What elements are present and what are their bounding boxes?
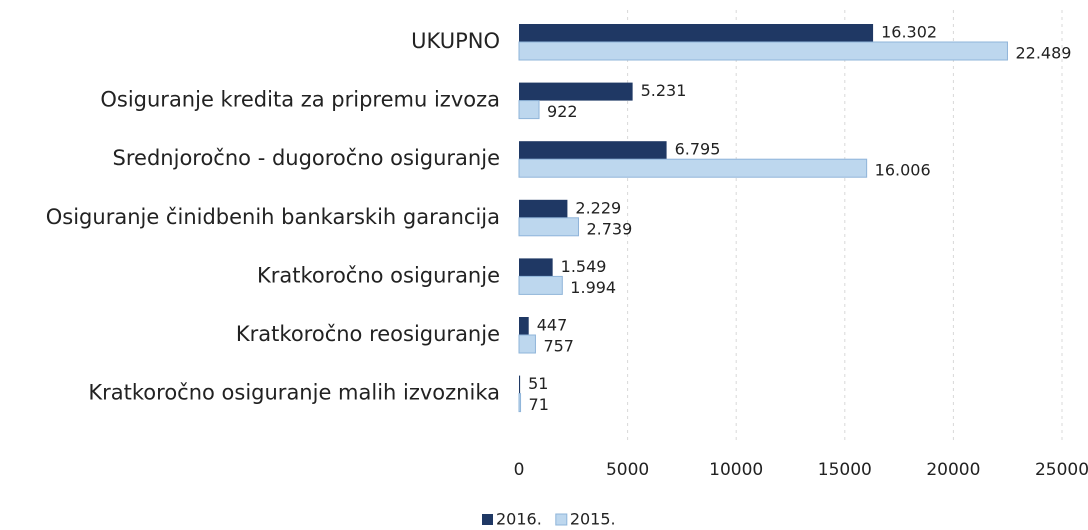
bar: [518, 275, 563, 295]
category-label: UKUPNO: [411, 29, 500, 53]
value-label: 22.489: [1015, 44, 1071, 63]
bar: [519, 82, 633, 101]
legend-swatch: [482, 514, 493, 525]
value-label: 2.229: [575, 198, 621, 217]
bar: [518, 100, 540, 120]
category-label: Kratkoročno reosiguranje: [236, 322, 500, 346]
value-label: 757: [543, 337, 574, 356]
value-label: 16.006: [875, 161, 931, 180]
value-label: 922: [547, 102, 578, 121]
bar: [518, 217, 579, 237]
x-tick-label: 5000: [606, 460, 649, 480]
value-label: 2.739: [586, 219, 632, 238]
bar: [519, 199, 568, 218]
x-tick-label: 25000: [1035, 460, 1088, 480]
category-label: Osiguranje činidbenih bankarskih garanci…: [46, 205, 500, 229]
value-label: 71: [529, 395, 549, 414]
value-label: 5.231: [641, 81, 687, 100]
x-tick-label: 10000: [709, 460, 763, 480]
category-label: Osiguranje kredita za pripremu izvoza: [100, 88, 500, 112]
value-label: 447: [537, 316, 568, 335]
bar: [519, 141, 667, 160]
legend-label: 2016.: [496, 510, 542, 529]
value-label: 1.994: [570, 278, 616, 297]
value-label: 51: [528, 374, 548, 393]
x-tick-label: 20000: [926, 460, 980, 480]
bar: [518, 41, 1008, 61]
legend-label: 2015.: [570, 510, 616, 529]
value-label: 1.549: [561, 257, 607, 276]
value-label: 16.302: [881, 23, 937, 42]
bar: [518, 334, 536, 354]
value-label: 6.795: [675, 140, 721, 159]
category-label: Kratkoročno osiguranje: [257, 263, 500, 287]
bar: [519, 317, 529, 335]
x-tick-label: 15000: [818, 460, 872, 480]
x-tick-label: 0: [514, 460, 525, 480]
legend-swatch: [555, 513, 568, 526]
bar: [518, 393, 522, 413]
bar: [519, 258, 553, 277]
bar: [518, 158, 868, 178]
bar: [519, 375, 521, 394]
category-label: Srednjoročno - dugoročno osiguranje: [113, 146, 500, 170]
bar: [519, 24, 874, 42]
category-label: Kratkoročno osiguranje malih izvoznika: [88, 381, 500, 405]
